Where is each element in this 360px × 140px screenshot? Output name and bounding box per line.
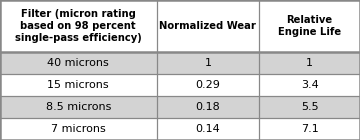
Bar xyxy=(0,118,157,140)
Text: 0.29: 0.29 xyxy=(195,80,220,90)
Text: 5.5: 5.5 xyxy=(301,102,318,112)
Text: 1: 1 xyxy=(306,58,313,68)
Bar xyxy=(157,74,259,96)
Text: Normalized Wear: Normalized Wear xyxy=(159,21,256,31)
Bar xyxy=(157,0,259,52)
Text: Filter (micron rating
based on 98 percent
single-pass efficiency): Filter (micron rating based on 98 percen… xyxy=(15,9,142,43)
Text: 0.18: 0.18 xyxy=(195,102,220,112)
Bar xyxy=(0,96,157,118)
Bar xyxy=(0,52,157,74)
Bar xyxy=(259,96,360,118)
Text: 8.5 microns: 8.5 microns xyxy=(46,102,111,112)
Bar xyxy=(259,74,360,96)
Bar xyxy=(157,118,259,140)
Text: 7 microns: 7 microns xyxy=(51,124,106,134)
Text: 40 microns: 40 microns xyxy=(48,58,109,68)
Text: 1: 1 xyxy=(204,58,211,68)
Bar xyxy=(259,0,360,52)
Bar xyxy=(259,118,360,140)
Text: Relative
Engine Life: Relative Engine Life xyxy=(278,15,341,37)
Bar xyxy=(157,52,259,74)
Text: 15 microns: 15 microns xyxy=(48,80,109,90)
Bar xyxy=(0,74,157,96)
Text: 0.14: 0.14 xyxy=(195,124,220,134)
Text: 7.1: 7.1 xyxy=(301,124,319,134)
Bar xyxy=(0,0,157,52)
Text: 3.4: 3.4 xyxy=(301,80,319,90)
Bar xyxy=(259,52,360,74)
Bar xyxy=(157,96,259,118)
